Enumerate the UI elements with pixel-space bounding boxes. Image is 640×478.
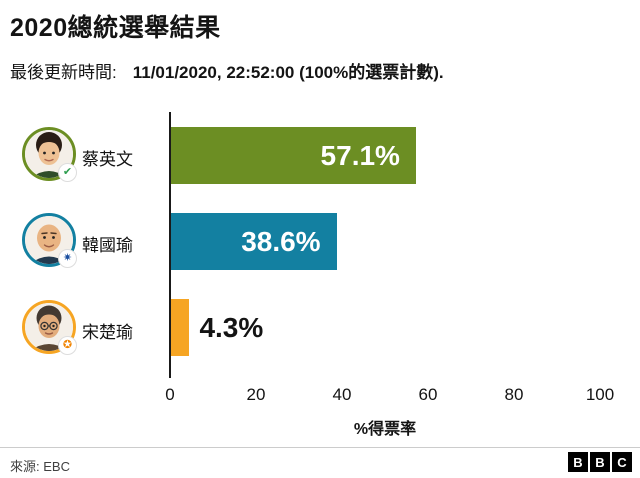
- candidate-avatar-han: ✷: [22, 213, 77, 268]
- bar-han: 38.6%: [171, 213, 337, 270]
- x-tick: 20: [246, 385, 266, 404]
- bar-row-soong: 4.3%: [171, 299, 600, 356]
- x-tick: 40: [332, 385, 352, 404]
- source-credit: 來源: EBC: [10, 459, 70, 474]
- page-title: 2020總統選舉結果: [10, 14, 221, 42]
- x-axis-label: %得票率: [353, 421, 417, 438]
- candidate-avatar-tsai: ✔: [22, 127, 77, 182]
- last-updated-line: 最後更新時間: 11/01/2020, 22:52:00 (100%的選票計數).: [10, 58, 444, 83]
- bbc-logo-block: B: [590, 452, 610, 472]
- candidate-name: 韓國瑜: [82, 236, 133, 255]
- bbc-logo: B B C: [568, 452, 632, 472]
- bar-tsai: 57.1%: [171, 127, 416, 184]
- y-axis-line: [169, 112, 171, 378]
- bar-soong: 4.3%: [171, 299, 263, 356]
- x-tick: 0: [165, 385, 175, 404]
- footer-divider: [0, 447, 640, 448]
- candidate-name: 宋楚瑜: [82, 323, 133, 342]
- party-badge-dpp-icon: ✔: [58, 163, 77, 182]
- candidate-name: 蔡英文: [82, 150, 133, 169]
- x-tick: 80: [504, 385, 524, 404]
- x-tick: 60: [418, 385, 438, 404]
- candidate-avatar-soong: ✪: [22, 300, 77, 355]
- tsai-face-illustration: [25, 130, 73, 178]
- last-updated-label: 最後更新時間:: [10, 63, 117, 82]
- bbc-logo-block: C: [612, 452, 632, 472]
- bar-value-label: 57.1%: [320, 139, 400, 171]
- bar-row-tsai: 57.1%: [171, 127, 600, 184]
- x-tick: 100: [585, 385, 615, 404]
- bar-row-han: 38.6%: [171, 213, 600, 270]
- bbc-logo-block: B: [568, 452, 588, 472]
- x-axis-ticks: 0 20 40 60 80 100: [165, 385, 614, 405]
- party-badge-kmt-icon: ✷: [58, 249, 77, 268]
- bar-value-label: 4.3%: [199, 311, 264, 343]
- party-badge-pfp-icon: ✪: [58, 336, 77, 355]
- bar-value-label: 38.6%: [241, 225, 321, 257]
- last-updated-value: 11/01/2020, 22:52:00 (100%的選票計數).: [132, 63, 444, 82]
